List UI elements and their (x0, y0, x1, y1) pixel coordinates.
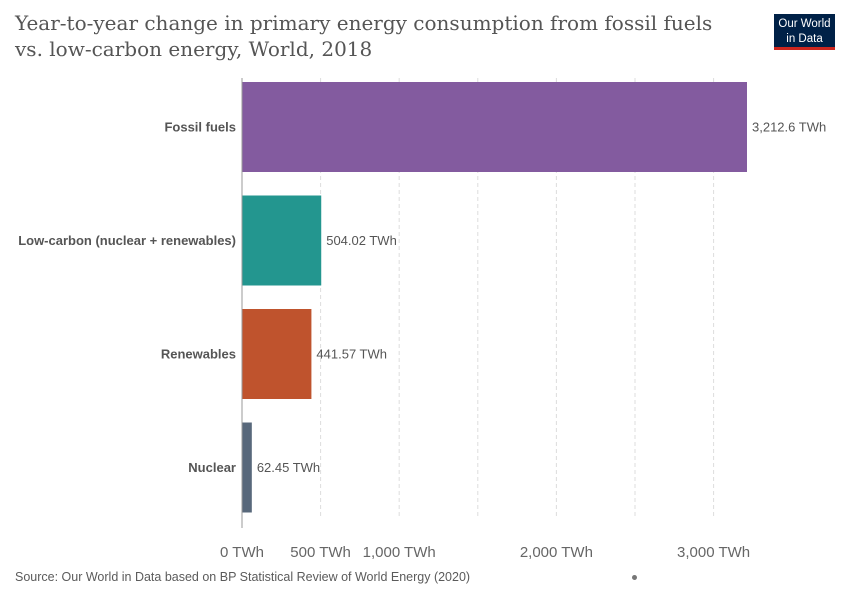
value-label-2: 441.57 TWh (316, 347, 387, 362)
bar-1 (242, 195, 322, 286)
owid-logo[interactable]: Our World in Data (774, 14, 835, 50)
category-label-3: Nuclear (188, 460, 236, 475)
logo-line-1: Our World (778, 18, 831, 30)
source-note: Source: Our World in Data based on BP St… (15, 570, 471, 584)
value-label-0: 3,212.6 TWh (752, 120, 826, 135)
x-tick-label-1: 500 TWh (290, 544, 351, 561)
category-label-0: Fossil fuels (164, 120, 236, 135)
x-tick-label-3: 2,000 TWh (520, 544, 593, 561)
x-tick-label-0: 0 TWh (220, 544, 264, 561)
timeline-dot[interactable] (632, 575, 637, 580)
category-label-2: Renewables (161, 347, 236, 362)
x-tick-label-4: 3,000 TWh (677, 544, 750, 561)
bar-3 (242, 422, 252, 513)
bar-0 (242, 82, 747, 172)
value-label-3: 62.45 TWh (257, 460, 320, 475)
category-label-1: Low-carbon (nuclear + renewables) (18, 233, 236, 248)
logo-line-2: in Data (786, 33, 823, 45)
value-label-1: 504.02 TWh (326, 233, 397, 248)
bar-2 (242, 309, 312, 399)
chart-title: Year-to-year change in primary energy co… (15, 11, 713, 61)
x-tick-label-2: 1,000 TWh (363, 544, 436, 561)
